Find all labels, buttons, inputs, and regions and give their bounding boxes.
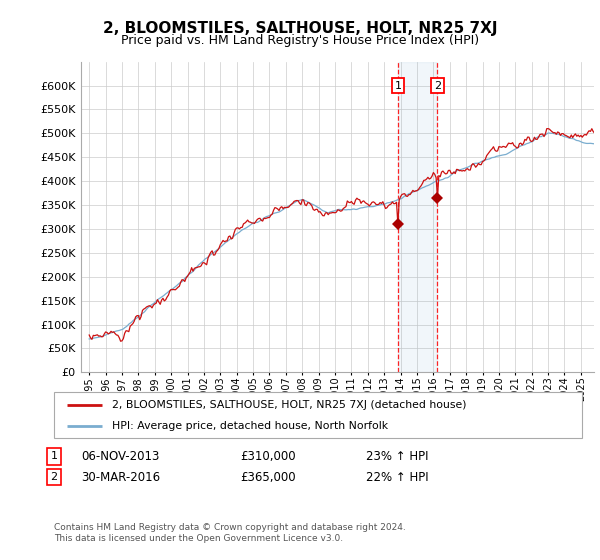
Text: 2, BLOOMSTILES, SALTHOUSE, HOLT, NR25 7XJ: 2, BLOOMSTILES, SALTHOUSE, HOLT, NR25 7X… (103, 21, 497, 36)
Text: 1: 1 (394, 81, 401, 91)
Text: £365,000: £365,000 (240, 470, 296, 484)
Text: 2, BLOOMSTILES, SALTHOUSE, HOLT, NR25 7XJ (detached house): 2, BLOOMSTILES, SALTHOUSE, HOLT, NR25 7X… (112, 400, 467, 410)
Text: HPI: Average price, detached house, North Norfolk: HPI: Average price, detached house, Nort… (112, 422, 388, 431)
Text: Price paid vs. HM Land Registry's House Price Index (HPI): Price paid vs. HM Land Registry's House … (121, 34, 479, 47)
Text: 22% ↑ HPI: 22% ↑ HPI (366, 470, 428, 484)
Text: 1: 1 (50, 451, 58, 461)
Text: 30-MAR-2016: 30-MAR-2016 (81, 470, 160, 484)
Text: 2: 2 (50, 472, 58, 482)
Text: 23% ↑ HPI: 23% ↑ HPI (366, 450, 428, 463)
Bar (398, 62, 437, 372)
Text: Contains HM Land Registry data © Crown copyright and database right 2024.
This d: Contains HM Land Registry data © Crown c… (54, 524, 406, 543)
Text: £310,000: £310,000 (240, 450, 296, 463)
Text: 2: 2 (434, 81, 441, 91)
Text: 06-NOV-2013: 06-NOV-2013 (81, 450, 160, 463)
